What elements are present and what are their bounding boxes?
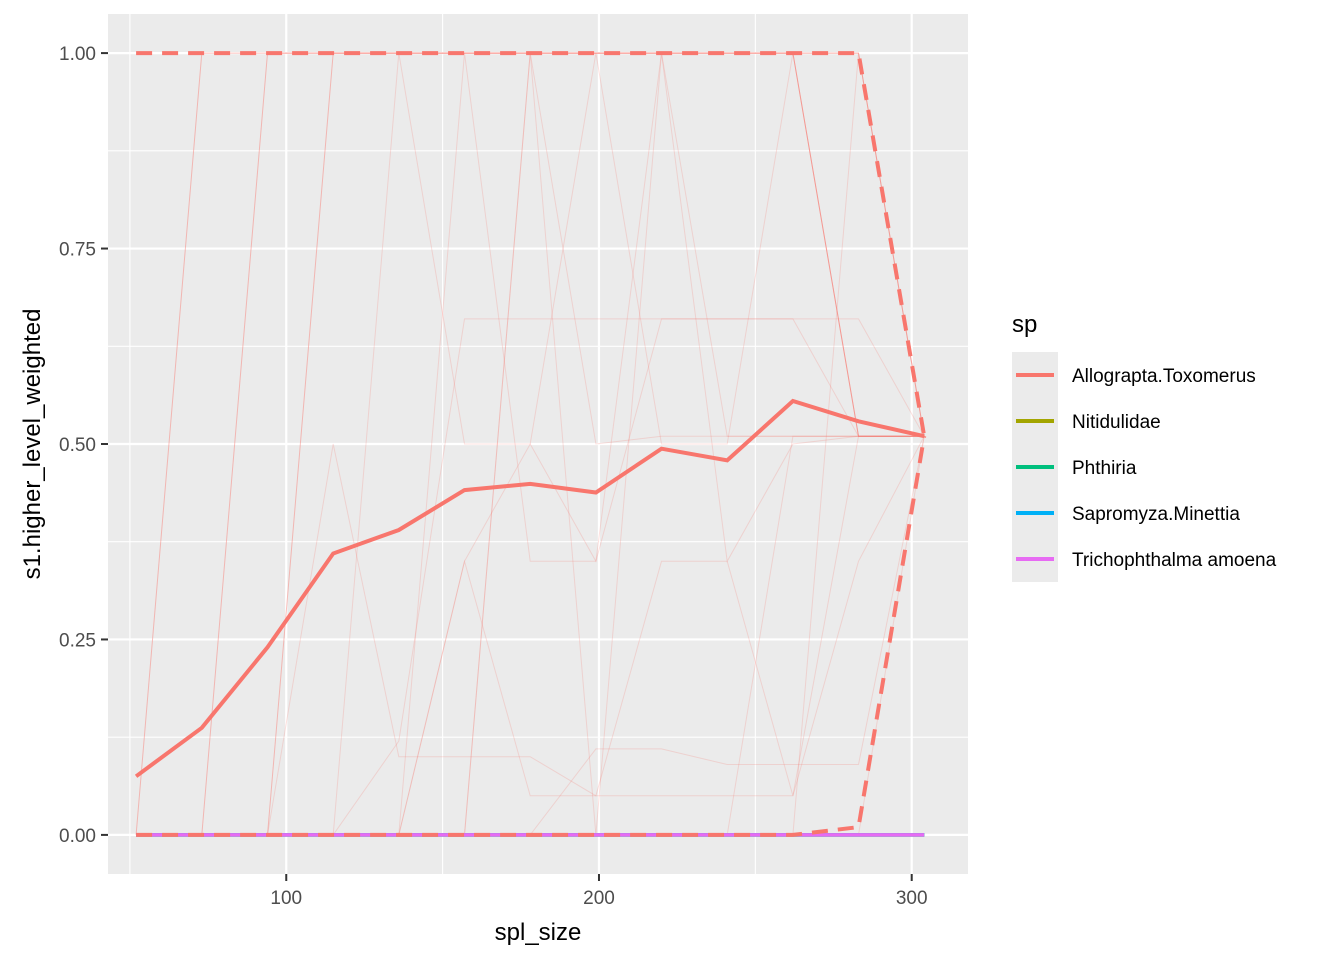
series-line-upper-bound (136, 51, 927, 437)
y-tick-label: 0.25 (59, 630, 96, 651)
x-tick-label: 300 (896, 888, 928, 909)
series-lines (134, 51, 927, 837)
y-tick-label: 1.00 (59, 44, 96, 65)
y-axis-title: s1.higher_level_weighted (19, 309, 46, 580)
legend-entry-phthiria: Phthiria (1012, 444, 1137, 490)
legend-entry-sapromyza-minettia: Sapromyza.Minettia (1012, 490, 1240, 536)
legend-entry-allograpta-toxomerus: Allograpta.Toxomerus (1012, 352, 1256, 398)
legend-entry-nitidulidae: Nitidulidae (1012, 398, 1161, 444)
x-axis-title: spl_size (495, 919, 582, 946)
legend-label: Nitidulidae (1072, 412, 1161, 433)
legend-label: Sapromyza.Minettia (1072, 504, 1240, 525)
series-line-lower-bound (136, 435, 927, 837)
y-tick-label: 0.50 (59, 435, 96, 456)
legend-title: sp (1012, 311, 1037, 338)
y-tick-label: 0.00 (59, 826, 96, 847)
x-tick-label: 100 (270, 888, 302, 909)
legend-entries: Allograpta.Toxomerus Nitidulidae Phthiria S… (1012, 352, 1277, 582)
x-axis-ticks: 100 200 300 (270, 874, 928, 909)
x-tick-label: 200 (583, 888, 615, 909)
legend-label: Allograpta.Toxomerus (1072, 366, 1256, 387)
legend-entry-trichophthalma-amoena: Trichophthalma amoena (1012, 536, 1277, 582)
series-line-mean (134, 398, 925, 778)
y-tick-label: 0.75 (59, 240, 96, 261)
y-axis-ticks: 0.00 0.25 0.50 0.75 1.00 (59, 44, 108, 847)
legend-label: Trichophthalma amoena (1072, 550, 1277, 571)
legend: sp Allograpta.Toxomerus Nitidulidae Phthir… (1012, 311, 1277, 582)
legend-label: Phthiria (1072, 458, 1137, 479)
